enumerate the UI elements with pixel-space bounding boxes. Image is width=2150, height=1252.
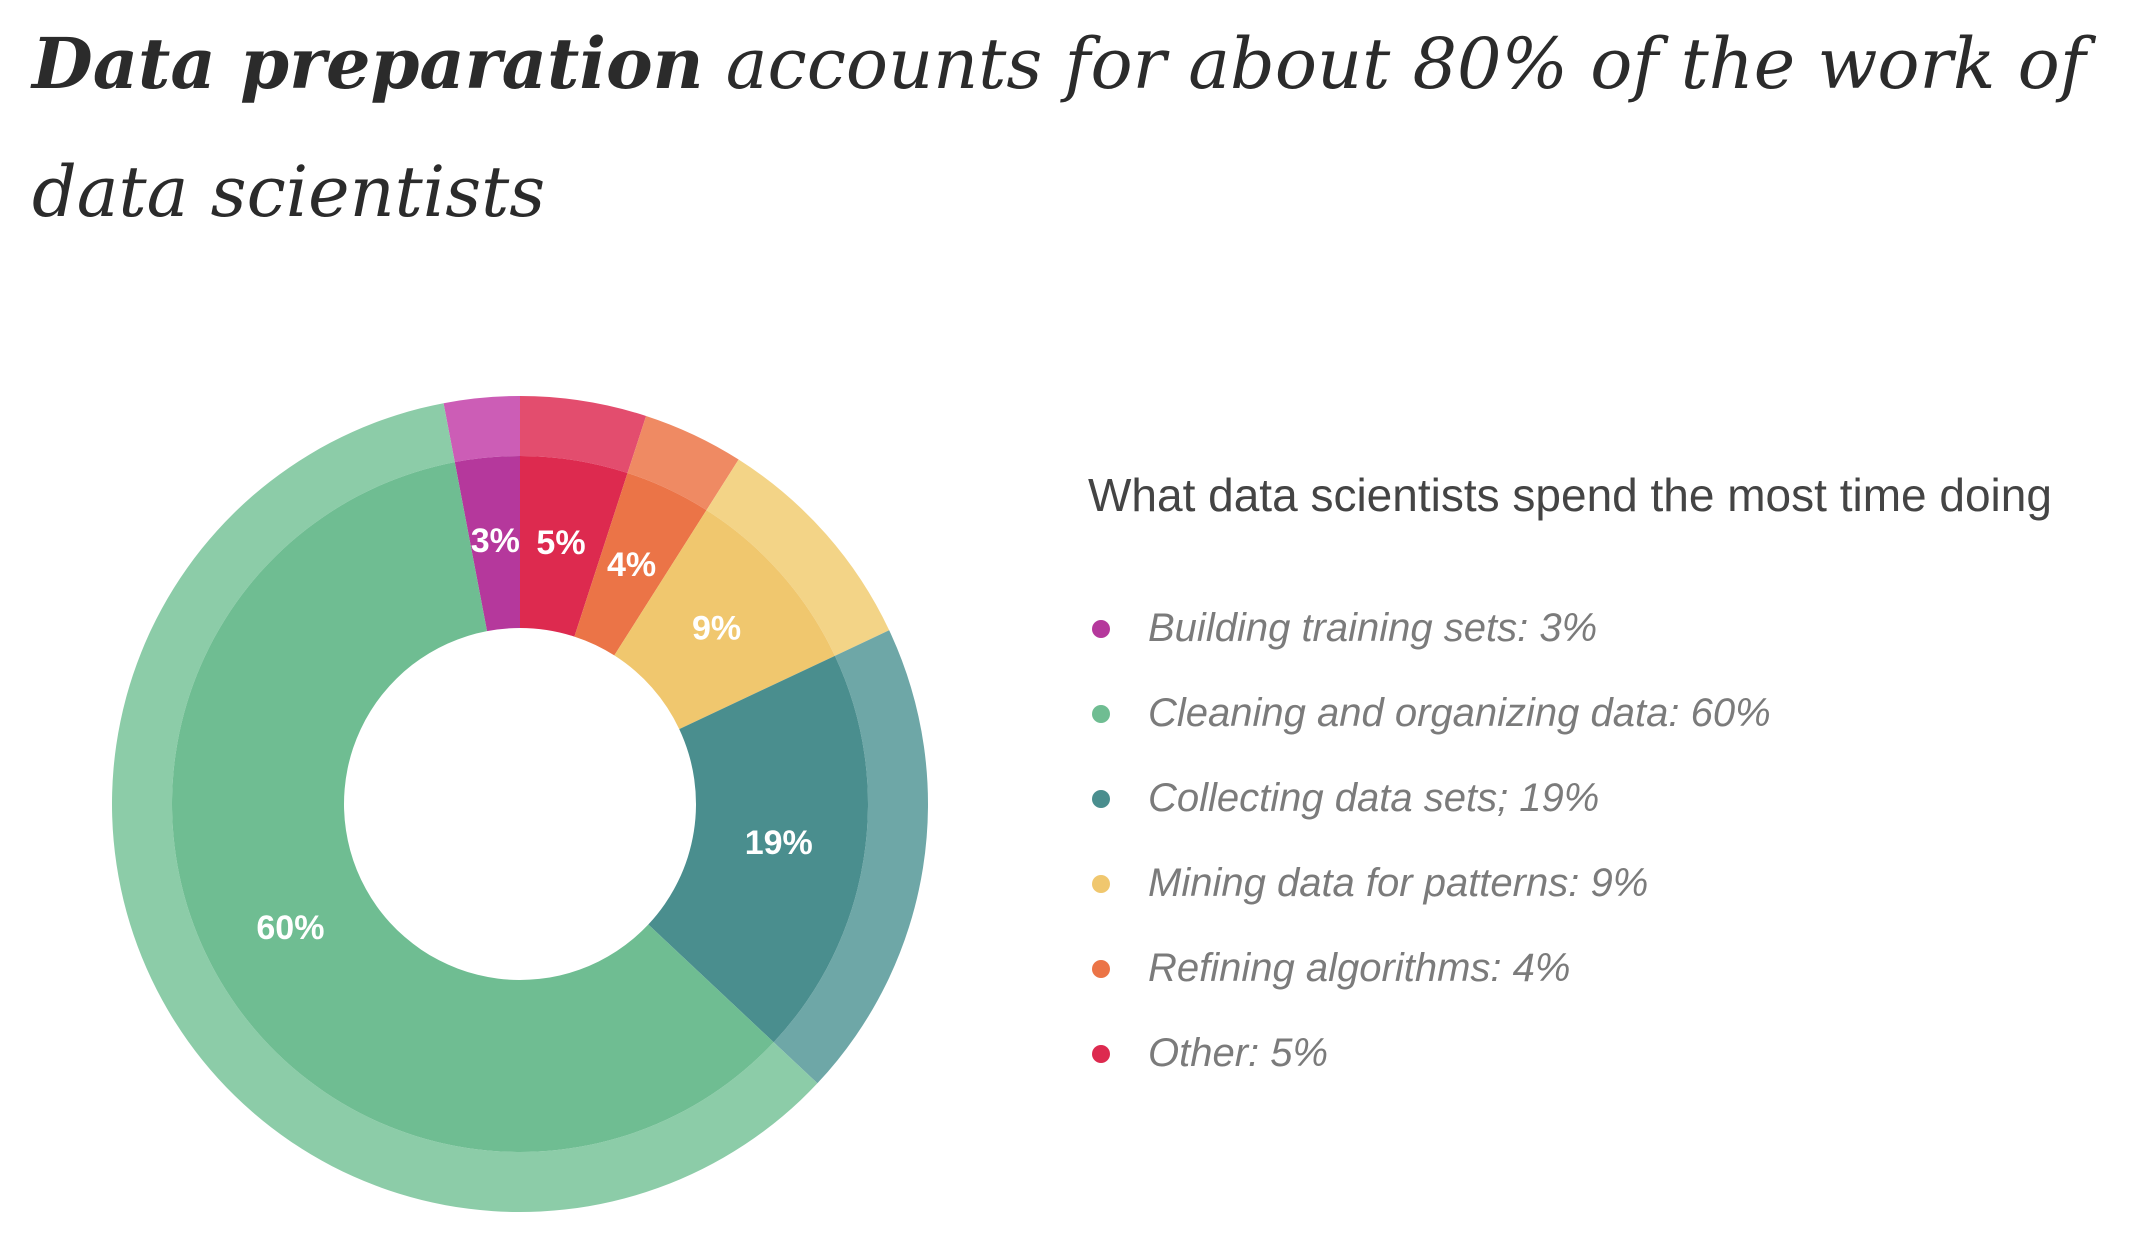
slice-cleaning-and-organizing-data (172, 462, 774, 1152)
slice-outer-refining-algorithms (627, 415, 739, 511)
legend-label: Cleaning and organizing data: 60% (1148, 691, 1771, 735)
legend-dot (1092, 874, 1110, 893)
headline-strong: Data preparation (32, 22, 704, 105)
slice-label-other: 5% (536, 524, 585, 562)
slice-building-training-sets (454, 456, 520, 632)
slice-outer-other (520, 396, 647, 474)
legend-item-refining-algorithms: Refining algorithms: 4% (1092, 926, 1771, 1011)
chart-title: What data scientists spend the most time… (1088, 469, 2052, 521)
slice-other (520, 456, 628, 637)
legend-dot (1092, 1044, 1110, 1063)
slice-outer-cleaning-and-organizing-data (112, 403, 818, 1212)
legend-item-building-training-sets: Building training sets: 3% (1092, 586, 1771, 671)
legend-item-cleaning-and-organizing-data: Cleaning and organizing data: 60% (1092, 671, 1771, 756)
legend-label: Refining algorithms: 4% (1148, 946, 1571, 990)
slice-label-cleaning-and-organizing-data: 60% (256, 909, 324, 947)
legend-label: Other: 5% (1148, 1031, 1329, 1075)
headline-rest: accounts for about 80% of the work of da… (32, 23, 2086, 233)
slice-refining-algorithms (574, 473, 707, 656)
legend-item-mining-data-for-patterns: Mining data for patterns: 9% (1092, 841, 1771, 926)
headline: Data preparation accounts for about 80% … (32, 0, 2122, 256)
legend-item-collecting-data-sets: Collecting data sets; 19% (1092, 756, 1771, 841)
slice-label-refining-algorithms: 4% (607, 546, 656, 584)
slice-collecting-data-sets (648, 655, 869, 1043)
slice-outer-building-training-sets (443, 396, 520, 463)
legend-dot (1092, 619, 1110, 638)
legend: Building training sets: 3% Cleaning and o… (1092, 586, 1771, 1096)
legend-dot (1092, 789, 1110, 808)
slice-label-collecting-data-sets: 19% (745, 824, 813, 862)
legend-dot (1092, 959, 1110, 978)
slice-outer-collecting-data-sets (773, 630, 929, 1084)
legend-item-other: Other: 5% (1092, 1011, 1771, 1096)
slice-label-building-training-sets: 3% (471, 522, 520, 560)
legend-dot (1092, 704, 1110, 723)
legend-label: Mining data for patterns: 9% (1148, 861, 1649, 905)
slice-mining-data-for-patterns (614, 510, 835, 730)
slice-label-mining-data-for-patterns: 9% (692, 610, 741, 648)
legend-label: Building training sets: 3% (1148, 606, 1598, 650)
slice-outer-mining-data-for-patterns (706, 459, 890, 656)
legend-label: Collecting data sets; 19% (1148, 776, 1600, 820)
